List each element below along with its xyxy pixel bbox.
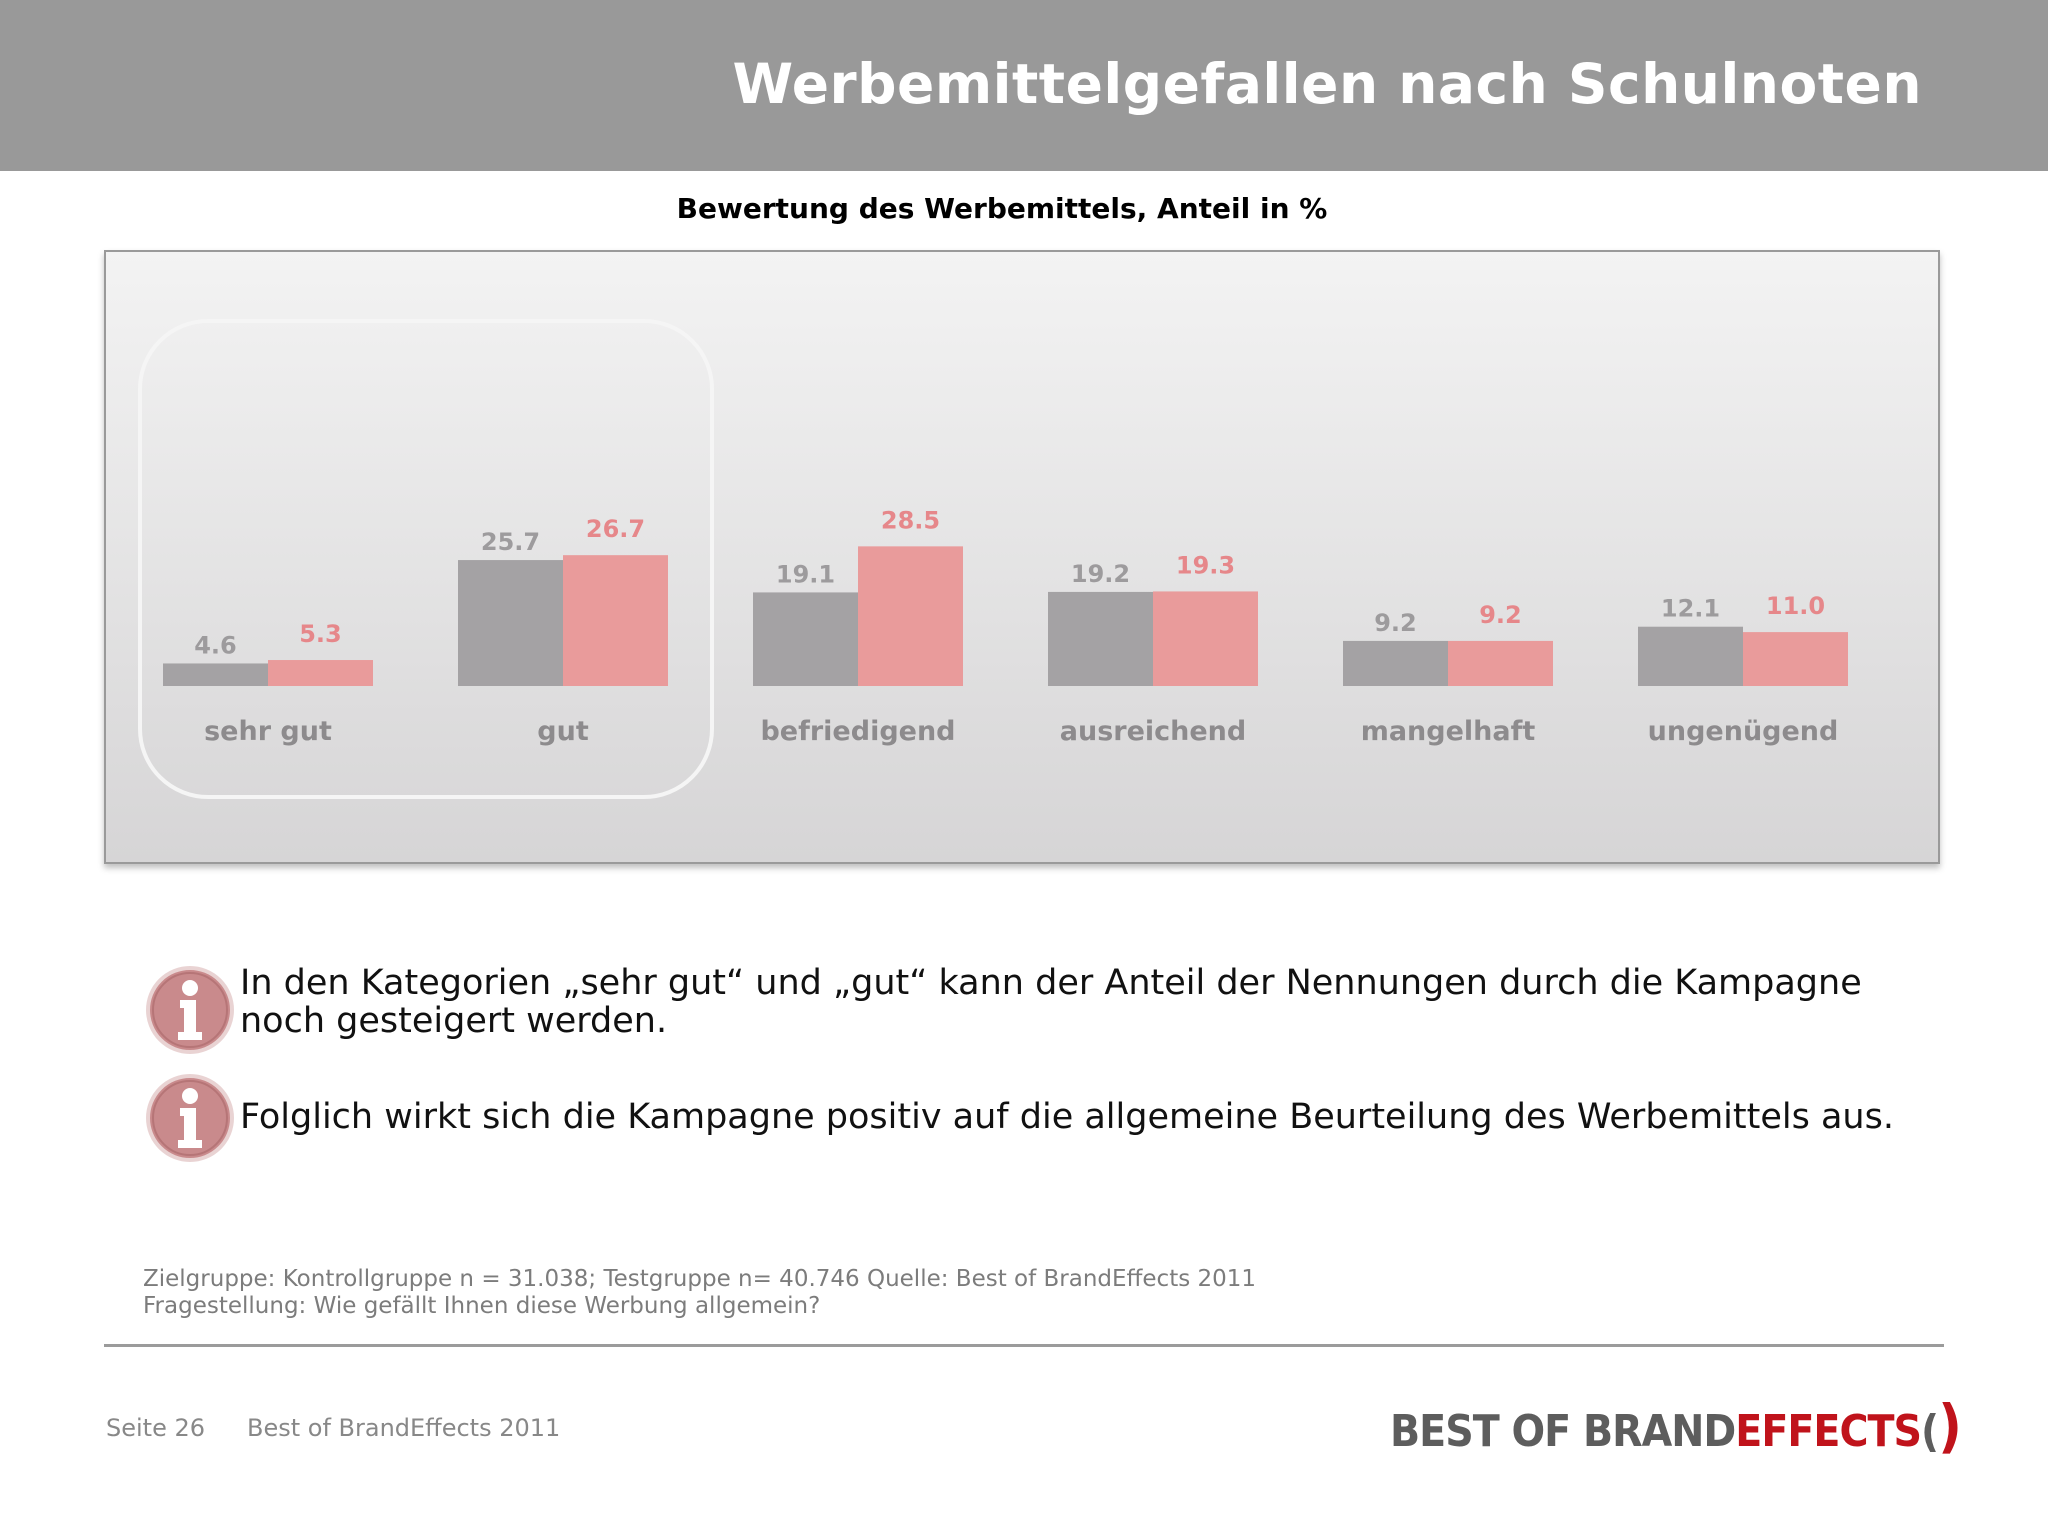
data-label: 19.3 [1176,551,1235,579]
note-2: Folglich wirkt sich die Kampagne positiv… [140,1072,1940,1172]
bar-test [1448,640,1553,686]
data-label: 19.1 [776,560,835,588]
category-label: sehr gut [204,716,332,747]
chart-title: Bewertung des Werbemittels, Anteil in % [676,192,1328,225]
bar-test [858,546,963,686]
bar-test [1153,591,1258,686]
logo-text-effects: EFFECTS [1735,1406,1922,1457]
highlight-frame [138,319,714,799]
source-note: Zielgruppe: Kontrollgruppe n = 31.038; T… [143,1266,1843,1320]
data-label: 4.6 [194,631,237,659]
category-label: ungenügend [1648,716,1839,747]
data-label: 28.5 [881,506,940,534]
bar-control [1638,626,1743,686]
bar-control [1048,591,1153,686]
bar-test [1743,632,1848,686]
note-1: In den Kategorien „sehr gut“ und „gut“ k… [140,964,1940,1064]
data-label: 25.7 [481,528,540,556]
page-title: Werbemittelgefallen nach Schulnoten [732,52,1922,116]
note-text: In den Kategorien „sehr gut“ und „gut“ k… [240,963,1862,1041]
category-label: befriedigend [760,716,955,747]
bar-chart: 4.6 5.3 sehr gut 25.7 26.7 gut 19.1 28.5 befried… [163,506,1848,747]
bar-test [563,555,668,686]
logo-paren-open: ( [1921,1406,1939,1457]
chart-panel [104,250,1940,864]
data-label: 26.7 [586,515,645,543]
page-number: Seite 26 [106,1414,206,1442]
source-line-1: Zielgruppe: Kontrollgruppe n = 31.038; T… [143,1266,1257,1292]
data-label: 5.3 [299,620,342,648]
logo-paren-close: ) [1938,1392,1962,1460]
bar-test [268,660,373,686]
data-label: 12.1 [1661,595,1720,623]
brand-logo: BEST OF BRANDEFFECTS() [1390,1392,1962,1460]
category-label: gut [537,716,589,747]
category-label: mangelhaft [1361,716,1536,747]
bar-control [458,560,563,686]
info-icon [146,966,234,1054]
bar-control [163,663,268,686]
category-label: ausreichend [1060,716,1246,747]
bar-control [1343,640,1448,686]
data-label: 9.2 [1479,601,1522,629]
data-label: 9.2 [1374,609,1417,637]
data-label: 11.0 [1766,592,1825,620]
data-label: 19.2 [1071,560,1130,588]
source-line-2: Fragestellung: Wie gefällt Ihnen diese W… [143,1293,821,1319]
info-icon [146,1074,234,1162]
logo-text-best-of-brand: BEST OF BRAND [1390,1406,1736,1457]
footer-source: Best of BrandEffects 2011 [247,1414,561,1442]
bar-control [753,592,858,686]
footer-divider [104,1344,1944,1347]
header-bar: Werbemittelgefallen nach Schulnoten [0,0,2048,171]
note-text: Folglich wirkt sich die Kampagne positiv… [240,1097,1894,1137]
